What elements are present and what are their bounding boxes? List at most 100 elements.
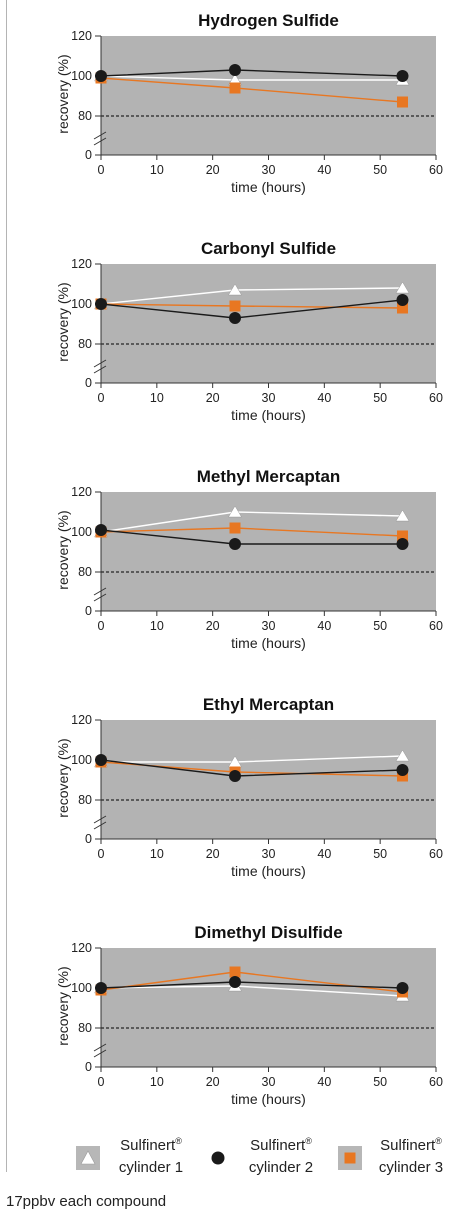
chart-5: Dimethyl Disulfide 0 80 100 120 0 10 20 30 40 50 60… [55, 923, 443, 1107]
x-tick-label: 30 [262, 163, 276, 177]
plot-area [101, 264, 436, 383]
data-point-cylinder-2 [95, 754, 107, 766]
x-tick-label: 50 [373, 847, 387, 861]
x-tick-label: 10 [150, 391, 164, 405]
y-tick-label: 0 [85, 376, 92, 390]
data-point-cylinder-2 [95, 298, 107, 310]
y-tick-label: 80 [78, 337, 92, 351]
x-tick-label: 10 [150, 847, 164, 861]
y-tick-label: 0 [85, 832, 92, 846]
chart-title: Carbonyl Sulfide [201, 239, 336, 258]
x-tick-label: 50 [373, 1075, 387, 1089]
data-point-cylinder-2 [396, 294, 409, 306]
axis-break-mark [93, 587, 107, 596]
footnote: 17ppbv each compound [6, 1193, 167, 1210]
axis-break-mark [93, 137, 107, 146]
axis-break-mark [93, 1043, 107, 1052]
data-point-cylinder-2 [229, 770, 241, 782]
chart-title: Hydrogen Sulfide [198, 11, 339, 30]
data-point-cylinder-3 [397, 96, 408, 108]
legend-swatch-square-icon [338, 1146, 362, 1170]
data-point-cylinder-2 [95, 70, 107, 82]
data-point-cylinder-2 [229, 312, 241, 324]
x-tick-label: 40 [317, 391, 331, 405]
x-axis-label: time (hours) [231, 179, 306, 195]
x-tick-label: 40 [317, 847, 331, 861]
chart-1: Hydrogen Sulfide 0 80 100 120 0 10 20 30 40 50 60 ti… [55, 11, 443, 195]
y-axis-label: recovery (%) [55, 282, 71, 361]
x-tick-label: 40 [317, 1075, 331, 1089]
data-point-cylinder-2 [229, 64, 241, 76]
x-tick-label: 60 [429, 619, 443, 633]
y-tick-label: 80 [78, 109, 92, 123]
y-tick-label: 0 [85, 604, 92, 618]
x-axis-label: time (hours) [231, 635, 306, 651]
axis-break-mark [93, 359, 107, 368]
y-tick-label: 0 [85, 148, 92, 162]
data-point-cylinder-1 [228, 505, 242, 518]
data-point-cylinder-1 [228, 283, 242, 296]
data-point-cylinder-3 [229, 522, 241, 534]
x-tick-label: 40 [317, 163, 331, 177]
plot-area [101, 720, 436, 839]
x-tick-label: 0 [98, 1075, 105, 1089]
chart-2: Carbonyl Sulfide 0 80 100 120 0 10 20 30 40 50 60 ti… [55, 239, 443, 423]
legend-label: Sulfinert [250, 1137, 306, 1154]
y-tick-label: 120 [71, 485, 92, 499]
x-tick-label: 0 [98, 391, 105, 405]
x-tick-label: 0 [98, 847, 105, 861]
registered-mark: ® [435, 1136, 442, 1146]
chart-title: Ethyl Mercaptan [203, 695, 334, 714]
data-point-cylinder-3 [229, 966, 241, 978]
x-tick-label: 10 [150, 163, 164, 177]
chart-title: Methyl Mercaptan [197, 467, 341, 486]
data-point-cylinder-2 [229, 538, 241, 550]
y-tick-label: 120 [71, 713, 92, 727]
y-axis-label: recovery (%) [55, 738, 71, 817]
x-tick-label: 40 [317, 619, 331, 633]
plot-area [101, 492, 436, 611]
x-tick-label: 0 [98, 619, 105, 633]
legend-swatch-triangle-icon [76, 1146, 100, 1170]
x-tick-label: 50 [373, 391, 387, 405]
y-axis-label: recovery (%) [55, 54, 71, 133]
x-tick-label: 20 [206, 619, 220, 633]
data-point-cylinder-2 [95, 524, 107, 536]
data-point-cylinder-2 [396, 764, 409, 776]
y-tick-label: 100 [71, 981, 92, 995]
registered-mark: ® [175, 1136, 182, 1146]
axis-break-mark [93, 131, 107, 140]
registered-mark: ® [305, 1136, 312, 1146]
y-tick-label: 80 [78, 793, 92, 807]
x-tick-label: 60 [429, 847, 443, 861]
x-tick-label: 50 [373, 619, 387, 633]
axis-break-mark [93, 815, 107, 824]
y-tick-label: 80 [78, 1021, 92, 1035]
x-tick-label: 30 [262, 619, 276, 633]
y-tick-label: 0 [85, 1060, 92, 1074]
x-tick-label: 20 [206, 847, 220, 861]
chart-title: Dimethyl Disulfide [194, 923, 342, 942]
y-axis-label: recovery (%) [55, 966, 71, 1045]
x-axis-label: time (hours) [231, 407, 306, 423]
plot-area [101, 36, 436, 155]
axis-break-mark [93, 821, 107, 830]
data-point-cylinder-2 [95, 982, 107, 994]
x-tick-label: 60 [429, 391, 443, 405]
x-tick-label: 60 [429, 1075, 443, 1089]
legend-sublabel: cylinder 1 [118, 1159, 184, 1176]
legend-label: Sulfinert [120, 1137, 176, 1154]
x-axis-label: time (hours) [231, 1091, 306, 1107]
legend-swatch-circle-icon [206, 1146, 230, 1170]
x-tick-label: 0 [98, 163, 105, 177]
data-point-cylinder-2 [229, 976, 241, 988]
y-tick-label: 120 [71, 941, 92, 955]
data-point-cylinder-2 [396, 70, 409, 82]
chart-4: Ethyl Mercaptan 0 80 100 120 0 10 20 30 40 50 60 tim… [55, 695, 443, 879]
data-point-cylinder-2 [396, 538, 409, 550]
y-tick-label: 120 [71, 257, 92, 271]
y-tick-label: 100 [71, 525, 92, 539]
data-point-cylinder-1 [395, 509, 410, 522]
legend-label: Sulfinert [380, 1137, 436, 1154]
